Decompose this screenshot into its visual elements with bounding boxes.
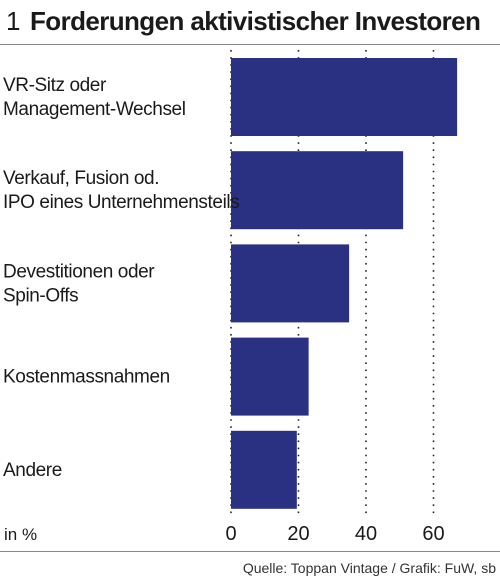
- category-label: Verkauf, Fusion od.: [3, 168, 159, 189]
- x-tick-label: 40: [355, 523, 377, 545]
- bar: [231, 58, 458, 136]
- bar: [231, 337, 309, 416]
- footer-rule: [0, 551, 500, 552]
- bar: [231, 430, 297, 509]
- category-labels: VR-Sitz oder Management-Wechsel Verkauf, F…: [3, 75, 240, 481]
- x-tick-label: 60: [422, 523, 444, 545]
- header-rule: [0, 44, 500, 45]
- chart-title: Forderungen aktivistischer Investoren: [30, 6, 481, 36]
- bar: [231, 244, 350, 323]
- x-tick-labels: 0 20 40 60: [225, 523, 444, 545]
- bar: [231, 151, 404, 230]
- unit-label: in %: [4, 525, 37, 544]
- bars: [231, 58, 458, 509]
- source-note: Quelle: Toppan Vintage / Grafik: FuW, sb: [242, 560, 496, 576]
- figure-number: 1: [6, 6, 21, 36]
- category-label: IPO eines Unternehmensteils: [3, 192, 239, 213]
- category-label: Kostenmassnahmen: [3, 367, 170, 388]
- category-label: Spin-Offs: [3, 285, 78, 306]
- category-label: Management-Wechsel: [3, 99, 186, 120]
- x-tick-label: 0: [225, 523, 236, 545]
- category-label: VR-Sitz oder: [3, 75, 107, 96]
- x-tick-label: 20: [287, 523, 309, 545]
- category-label: Devestitionen oder: [3, 261, 155, 282]
- category-label: Andere: [3, 460, 62, 481]
- chart-header: 1 Forderungen aktivistischer Investoren: [0, 0, 500, 44]
